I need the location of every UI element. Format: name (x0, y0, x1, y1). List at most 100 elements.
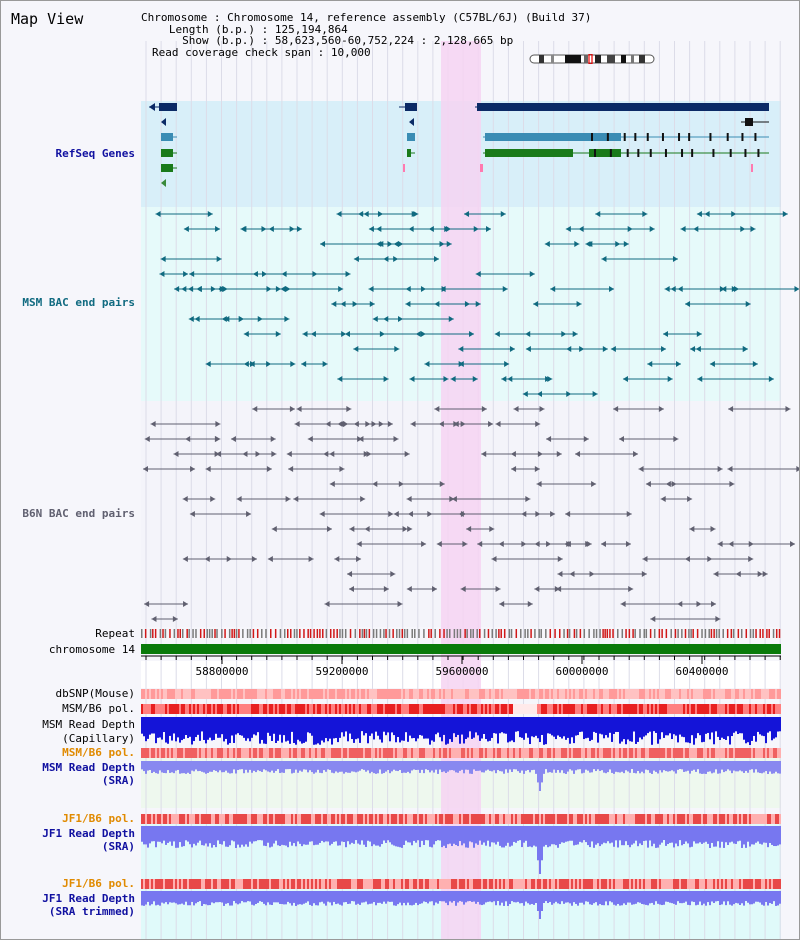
heat-cell (403, 814, 405, 824)
heat-cell (681, 879, 683, 889)
depth-bar (141, 826, 143, 842)
repeat-element (228, 629, 231, 638)
heat-cell (141, 689, 143, 699)
repeat-element (414, 629, 416, 638)
depth-bar (597, 826, 599, 844)
heat-cell (505, 689, 507, 699)
depth-bar (437, 891, 439, 904)
heat-cell (621, 879, 623, 889)
heat-cell (397, 689, 399, 699)
repeat-element (329, 629, 332, 638)
repeat-element (434, 629, 436, 638)
depth-bar (697, 826, 699, 844)
depth-bar (727, 761, 729, 770)
bac-end (320, 241, 326, 247)
heat-cell (677, 704, 679, 714)
heat-cell (585, 814, 587, 824)
depth-bar (509, 761, 511, 770)
depth-bar (345, 717, 347, 732)
depth-bar (369, 891, 371, 904)
chromosome-ideogram[interactable] (529, 54, 655, 64)
heat-cell (389, 748, 391, 758)
heat-cell (735, 689, 737, 699)
depth-bar (637, 761, 639, 772)
depth-bar (427, 717, 429, 739)
heat-cell (525, 689, 527, 699)
depth-bar (317, 891, 319, 906)
gene-exon (606, 133, 609, 141)
bac-end (628, 586, 634, 592)
heat-cell (677, 879, 679, 889)
repeat-element (524, 629, 526, 638)
heat-cell (371, 689, 373, 699)
heat-cell (187, 879, 189, 889)
heat-cell (341, 748, 343, 758)
heat-cell (577, 879, 579, 889)
bac-end (407, 511, 413, 517)
repeat-element (479, 629, 481, 638)
heat-cell (191, 814, 193, 824)
depth-bar (247, 891, 249, 902)
heat-cell (659, 814, 661, 824)
heat-cell (603, 814, 605, 824)
heat-cell (243, 814, 245, 824)
heat-cell (745, 689, 747, 699)
depth-bar (319, 891, 321, 903)
depth-bar (153, 826, 155, 842)
heat-cell (207, 704, 209, 714)
depth-bar (525, 717, 527, 734)
depth-bar (293, 826, 295, 844)
heat-cell (209, 814, 211, 824)
heat-cell (393, 689, 395, 699)
depth-bar (215, 826, 217, 848)
gene-exon (688, 133, 691, 141)
depth-bar (241, 717, 243, 736)
heat-cell (361, 814, 363, 824)
heat-cell (585, 879, 587, 889)
depth-bar (471, 891, 473, 902)
heat-cell (615, 879, 617, 889)
depth-bar (421, 891, 423, 904)
heat-cell (777, 704, 779, 714)
heat-cell (333, 879, 335, 889)
heat-cell (711, 748, 713, 758)
depth-bar (247, 761, 249, 773)
depth-bar (181, 826, 183, 847)
bac-end (252, 406, 258, 412)
heat-cell (651, 704, 653, 714)
heat-cell (703, 748, 705, 758)
depth-bar (141, 891, 143, 906)
depth-bar (265, 717, 267, 744)
repeat-element (456, 629, 459, 638)
depth-bar (709, 761, 711, 772)
depth-bar (709, 826, 711, 848)
heat-cell (557, 704, 559, 714)
bac-end (443, 376, 449, 382)
depth-bar (519, 826, 521, 841)
heat-cell (397, 879, 399, 889)
depth-bar (647, 717, 649, 734)
depth-bar (261, 761, 263, 772)
depth-bar (431, 826, 433, 848)
heat-cell (177, 879, 179, 889)
repeat-element (692, 629, 694, 638)
depth-bar (397, 826, 399, 847)
repeat-element (534, 629, 536, 638)
heat-cell (551, 748, 553, 758)
heat-cell (459, 689, 461, 699)
heat-cell (679, 704, 681, 714)
bac-end (547, 376, 553, 382)
bac-end (529, 271, 535, 277)
depth-bar (739, 826, 741, 841)
heat-cell (675, 748, 677, 758)
repeat-element (363, 629, 366, 638)
heat-cell (501, 704, 503, 714)
heat-cell (199, 704, 201, 714)
heat-cell (613, 879, 615, 889)
heat-cell (339, 748, 341, 758)
bac-end (322, 361, 328, 367)
repeat-element (238, 629, 240, 638)
depth-bar (773, 891, 775, 902)
depth-bar (401, 891, 403, 906)
depth-bar (355, 717, 357, 740)
